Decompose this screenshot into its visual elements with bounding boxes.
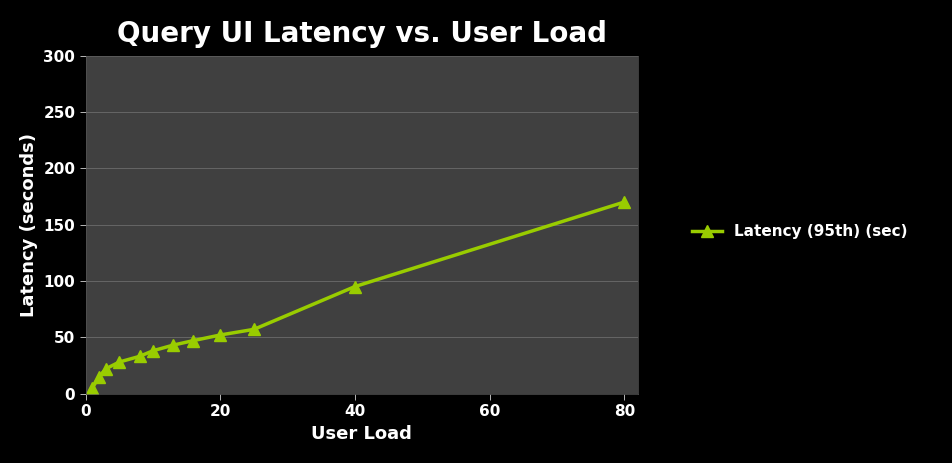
Latency (95th) (sec) xyxy=(100,366,111,371)
Title: Query UI Latency vs. User Load: Query UI Latency vs. User Load xyxy=(117,19,606,48)
Latency (95th) (sec) xyxy=(619,199,630,205)
Latency (95th) (sec) xyxy=(134,354,146,359)
Latency (95th) (sec) xyxy=(188,338,199,344)
Latency (95th) (sec) xyxy=(148,348,159,354)
Legend: Latency (95th) (sec): Latency (95th) (sec) xyxy=(685,218,914,245)
Latency (95th) (sec) xyxy=(93,374,105,380)
Latency (95th) (sec) xyxy=(214,332,226,338)
Line: Latency (95th) (sec): Latency (95th) (sec) xyxy=(87,196,630,394)
Latency (95th) (sec) xyxy=(248,326,260,332)
Latency (95th) (sec) xyxy=(349,284,361,289)
Latency (95th) (sec) xyxy=(168,342,179,348)
Latency (95th) (sec) xyxy=(113,359,125,365)
X-axis label: User Load: User Load xyxy=(311,425,412,443)
Latency (95th) (sec) xyxy=(87,385,98,391)
Y-axis label: Latency (seconds): Latency (seconds) xyxy=(20,132,38,317)
